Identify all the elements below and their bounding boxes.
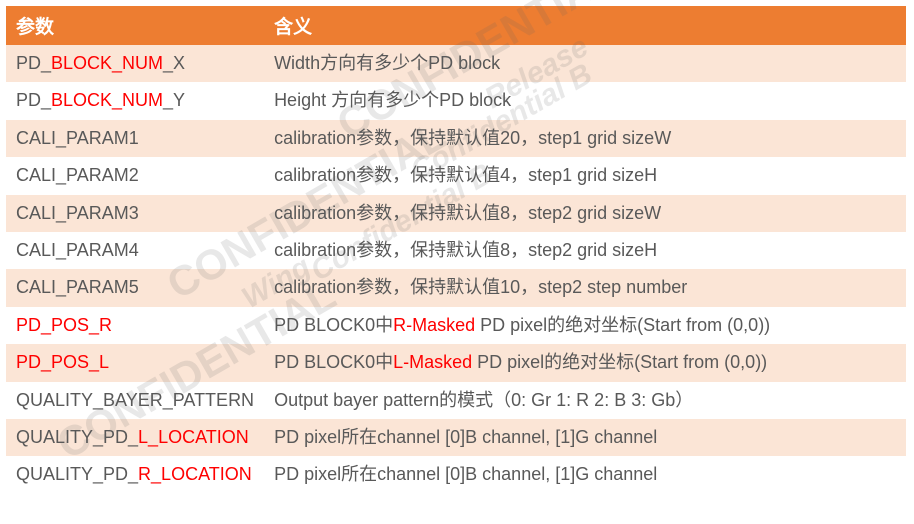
text-segment: CALI_PARAM2: [16, 165, 139, 185]
text-segment: BLOCK_NUM: [51, 90, 163, 110]
table-body: PD_BLOCK_NUM_XWidth方向有多少个PD blockPD_BLOC…: [6, 45, 906, 494]
text-segment: R_LOCATION: [138, 464, 252, 484]
text-segment: CALI_PARAM4: [16, 240, 139, 260]
desc-cell: PD BLOCK0中R-Masked PD pixel的绝对坐标(Start f…: [264, 307, 906, 344]
param-cell: QUALITY_PD_L_LOCATION: [6, 419, 264, 456]
desc-cell: calibration参数，保持默认值8，step2 grid sizeW: [264, 195, 906, 232]
param-cell: QUALITY_PD_R_LOCATION: [6, 456, 264, 493]
desc-cell: PD pixel所在channel [0]B channel, [1]G cha…: [264, 456, 906, 493]
text-segment: QUALITY_BAYER_PATTERN: [16, 390, 254, 410]
parameter-table: 参数 含义 PD_BLOCK_NUM_XWidth方向有多少个PD blockP…: [6, 6, 906, 494]
table-row: CALI_PARAM2 calibration参数，保持默认值4，step1 gr…: [6, 157, 906, 194]
text-segment: CALI_PARAM1: [16, 128, 139, 148]
param-cell: CALI_PARAM5: [6, 269, 264, 306]
desc-cell: Output bayer pattern的模式（0: Gr 1: R 2: B …: [264, 382, 906, 419]
param-cell: CALI_PARAM2: [6, 157, 264, 194]
text-segment: PD pixel的绝对坐标(Start from (0,0)): [475, 315, 770, 335]
table-row: QUALITY_PD_R_LOCATION PD pixel所在channel […: [6, 456, 906, 493]
text-segment: calibration参数，保持默认值20，step1 grid sizeW: [274, 128, 671, 148]
text-segment: L_LOCATION: [138, 427, 249, 447]
param-cell: PD_POS_L: [6, 344, 264, 381]
text-segment: PD_POS_R: [16, 315, 112, 335]
desc-cell: calibration参数，保持默认值20，step1 grid sizeW: [264, 120, 906, 157]
desc-cell: PD pixel所在channel [0]B channel, [1]G cha…: [264, 419, 906, 456]
desc-cell: calibration参数，保持默认值4，step1 grid sizeH: [264, 157, 906, 194]
text-segment: calibration参数，保持默认值10，step2 step number: [274, 277, 687, 297]
text-segment: PD pixel的绝对坐标(Start from (0,0)): [472, 352, 767, 372]
text-segment: PD pixel所在channel [0]B channel, [1]G cha…: [274, 464, 657, 484]
text-segment: R-Masked: [393, 315, 475, 335]
desc-cell: Height 方向有多少个PD block: [264, 82, 906, 119]
text-segment: PD BLOCK0中: [274, 352, 393, 372]
text-segment: PD BLOCK0中: [274, 315, 393, 335]
table-row: QUALITY_PD_L_LOCATION PD pixel所在channel […: [6, 419, 906, 456]
text-segment: Output bayer pattern的模式（0: Gr 1: R 2: B …: [274, 390, 693, 410]
text-segment: _X: [163, 53, 185, 73]
desc-cell: calibration参数，保持默认值8，step2 grid sizeH: [264, 232, 906, 269]
desc-cell: calibration参数，保持默认值10，step2 step number: [264, 269, 906, 306]
column-header-param: 参数: [6, 6, 264, 45]
table-row: PD_POS_R PD BLOCK0中R-Masked PD pixel的绝对坐标…: [6, 307, 906, 344]
table-row: PD_BLOCK_NUM_X Width方向有多少个PD block: [6, 45, 906, 82]
param-cell: PD_POS_R: [6, 307, 264, 344]
text-segment: CALI_PARAM5: [16, 277, 139, 297]
param-cell: CALI_PARAM4: [6, 232, 264, 269]
desc-cell: PD BLOCK0中L-Masked PD pixel的绝对坐标(Start f…: [264, 344, 906, 381]
text-segment: PD_POS_L: [16, 352, 109, 372]
text-segment: CALI_PARAM3: [16, 203, 139, 223]
column-header-desc: 含义: [264, 6, 906, 45]
text-segment: Width方向有多少个PD block: [274, 53, 500, 73]
text-segment: calibration参数，保持默认值8，step2 grid sizeW: [274, 203, 661, 223]
text-segment: PD pixel所在channel [0]B channel, [1]G cha…: [274, 427, 657, 447]
table-row: CALI_PARAM4 calibration参数，保持默认值8，step2 gr…: [6, 232, 906, 269]
table-row: CALI_PARAM3 calibration参数，保持默认值8，step2 gr…: [6, 195, 906, 232]
text-segment: _Y: [163, 90, 185, 110]
text-segment: Height 方向有多少个PD block: [274, 90, 511, 110]
table-row: QUALITY_BAYER_PATTERN Output bayer patter…: [6, 382, 906, 419]
table-row: PD_BLOCK_NUM_Y Height 方向有多少个PD block: [6, 82, 906, 119]
text-segment: PD_: [16, 90, 51, 110]
text-segment: calibration参数，保持默认值4，step1 grid sizeH: [274, 165, 657, 185]
text-segment: BLOCK_NUM: [51, 53, 163, 73]
param-cell: CALI_PARAM1: [6, 120, 264, 157]
param-cell: CALI_PARAM3: [6, 195, 264, 232]
table-row: CALI_PARAM5 calibration参数，保持默认值10，step2 s…: [6, 269, 906, 306]
desc-cell: Width方向有多少个PD block: [264, 45, 906, 82]
text-segment: calibration参数，保持默认值8，step2 grid sizeH: [274, 240, 657, 260]
table-row: PD_POS_L PD BLOCK0中L-Masked PD pixel的绝对坐标…: [6, 344, 906, 381]
table-row: CALI_PARAM1 calibration参数，保持默认值20，step1 g…: [6, 120, 906, 157]
param-cell: QUALITY_BAYER_PATTERN: [6, 382, 264, 419]
param-cell: PD_BLOCK_NUM_Y: [6, 82, 264, 119]
text-segment: QUALITY_PD_: [16, 464, 138, 484]
text-segment: QUALITY_PD_: [16, 427, 138, 447]
text-segment: PD_: [16, 53, 51, 73]
param-cell: PD_BLOCK_NUM_X: [6, 45, 264, 82]
table-header-row: 参数 含义: [6, 6, 906, 45]
text-segment: L-Masked: [393, 352, 472, 372]
